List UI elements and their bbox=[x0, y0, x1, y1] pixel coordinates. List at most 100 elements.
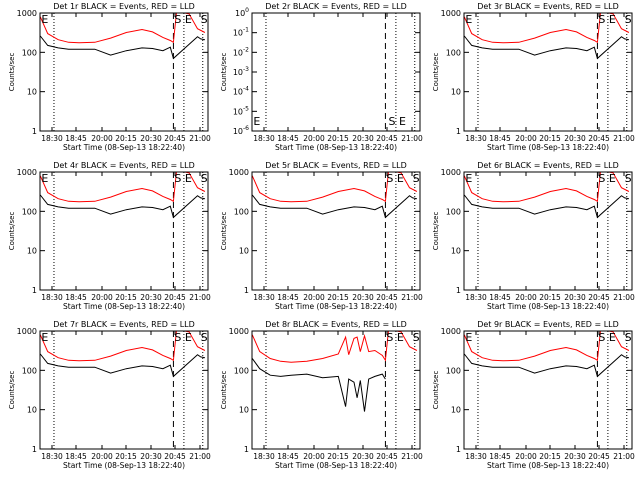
axes-frame bbox=[251, 12, 421, 132]
x-tick-label: 21:00 bbox=[401, 134, 423, 143]
marker-s-label: S bbox=[389, 115, 396, 128]
x-tick-label: 21:00 bbox=[401, 452, 423, 461]
y-axis-label: Counts/sec bbox=[432, 371, 440, 410]
x-tick-label: 18:45 bbox=[277, 452, 299, 461]
marker-e-label: E bbox=[609, 331, 616, 344]
marker-s-label: S bbox=[386, 331, 393, 344]
panel-title: Det 2r BLACK = Events, RED = LLD bbox=[265, 2, 407, 11]
y-tick-label: 1 bbox=[32, 445, 37, 454]
x-tick-label: 20:15 bbox=[327, 134, 349, 143]
x-tick-label: 20:15 bbox=[327, 452, 349, 461]
series-lld-line bbox=[464, 331, 630, 362]
marker-e-label: E bbox=[465, 172, 472, 185]
plot-area bbox=[252, 172, 418, 290]
panel-title: Det 4r BLACK = Events, RED = LLD bbox=[53, 161, 195, 170]
series-events-line bbox=[464, 194, 629, 219]
x-tick-label: 20:00 bbox=[515, 452, 537, 461]
x-tick-label: 20:45 bbox=[164, 293, 186, 302]
y-tick-label: 10-1 bbox=[233, 27, 249, 38]
marker-e-label: E bbox=[253, 115, 260, 128]
x-tick-label: 20:15 bbox=[115, 452, 137, 461]
y-tick-label: 100 bbox=[234, 366, 249, 375]
x-tick-label: 21:00 bbox=[613, 134, 635, 143]
y-tick-label: 10 bbox=[27, 247, 37, 256]
x-tick-label: 20:30 bbox=[140, 134, 162, 143]
y-tick-label: 10-2 bbox=[233, 46, 249, 57]
panel-title: Det 9r BLACK = Events, RED = LLD bbox=[477, 320, 619, 329]
marker-e-label: E bbox=[465, 331, 472, 344]
x-axis-label: Start Time (08-Sep-13 18:22:40) bbox=[487, 143, 609, 152]
x-tick-label: 18:30 bbox=[465, 452, 487, 461]
x-tick-label: 20:45 bbox=[376, 452, 398, 461]
axes-frame bbox=[39, 12, 209, 132]
x-tick-label: 20:45 bbox=[376, 134, 398, 143]
series-lld-line bbox=[252, 172, 418, 203]
series-events-line bbox=[252, 194, 417, 219]
y-tick-label: 1 bbox=[456, 445, 461, 454]
y-tick-label: 1 bbox=[244, 286, 249, 295]
plot-area bbox=[40, 172, 206, 290]
plot-area bbox=[40, 331, 206, 449]
x-tick-label: 20:45 bbox=[588, 134, 610, 143]
x-tick-label: 18:45 bbox=[489, 134, 511, 143]
marker-s-label: S bbox=[174, 13, 181, 26]
marker-s-label: S bbox=[174, 172, 181, 185]
y-tick-label: 10 bbox=[451, 406, 461, 415]
y-axis-label: Counts/sec bbox=[432, 212, 440, 251]
panel-det-7: Det 7r BLACK = Events, RED = LLD 1 10 100 10… bbox=[8, 320, 211, 470]
y-tick-label: 10 bbox=[239, 406, 249, 415]
x-axis-label: Start Time (08-Sep-13 18:22:40) bbox=[487, 461, 609, 470]
x-axis-label: Start Time (08-Sep-13 18:22:40) bbox=[275, 461, 397, 470]
axes-frame bbox=[463, 12, 633, 132]
plot-area bbox=[252, 331, 418, 449]
y-tick-label: 10 bbox=[451, 247, 461, 256]
x-tick-label: 20:00 bbox=[91, 134, 113, 143]
x-tick-label: 20:00 bbox=[515, 293, 537, 302]
x-tick-label: 20:15 bbox=[539, 452, 561, 461]
x-tick-label: 18:45 bbox=[277, 134, 299, 143]
series-events-line bbox=[40, 35, 205, 60]
marker-e-label: E bbox=[397, 331, 404, 344]
series-lld-line bbox=[252, 331, 418, 363]
x-tick-label: 20:00 bbox=[303, 293, 325, 302]
x-axis-label: Start Time (08-Sep-13 18:22:40) bbox=[487, 302, 609, 311]
x-tick-label: 18:45 bbox=[65, 452, 87, 461]
x-tick-label: 21:00 bbox=[189, 134, 211, 143]
x-tick-label: 18:45 bbox=[65, 134, 87, 143]
marker-s-label: S bbox=[386, 172, 393, 185]
y-axis-label: Counts/sec bbox=[220, 371, 228, 410]
x-tick-label: 18:30 bbox=[41, 452, 63, 461]
x-tick-label: 20:45 bbox=[376, 293, 398, 302]
panel-det-6: Det 6r BLACK = Events, RED = LLD 1 10 100 10… bbox=[432, 161, 635, 311]
x-tick-label: 20:30 bbox=[140, 293, 162, 302]
y-tick-label: 1000 bbox=[17, 327, 37, 336]
marker-s-label: S bbox=[598, 331, 605, 344]
x-axis-label: Start Time (08-Sep-13 18:22:40) bbox=[275, 143, 397, 152]
marker-s-label: S bbox=[413, 172, 420, 185]
marker-e-label: E bbox=[397, 172, 404, 185]
x-tick-label: 18:30 bbox=[253, 452, 275, 461]
axes-frame bbox=[251, 171, 421, 291]
x-tick-label: 20:00 bbox=[515, 134, 537, 143]
marker-s-label: S bbox=[201, 172, 208, 185]
series-lld-line bbox=[464, 172, 630, 203]
y-tick-label: 10-4 bbox=[233, 86, 249, 97]
x-tick-label: 20:15 bbox=[539, 293, 561, 302]
marker-s-label: S bbox=[598, 172, 605, 185]
y-tick-label: 1 bbox=[32, 127, 37, 136]
panel-det-2: Det 2r BLACK = Events, RED = LLD 10-6 10-5… bbox=[220, 2, 423, 152]
y-tick-label: 10-6 bbox=[233, 125, 249, 136]
x-tick-label: 20:15 bbox=[115, 134, 137, 143]
y-tick-label: 10 bbox=[27, 88, 37, 97]
marker-e-label: E bbox=[185, 172, 192, 185]
x-tick-label: 18:45 bbox=[277, 293, 299, 302]
marker-e-label: E bbox=[185, 331, 192, 344]
marker-e-label: E bbox=[609, 172, 616, 185]
x-tick-label: 18:30 bbox=[253, 134, 275, 143]
y-tick-label: 100 bbox=[446, 366, 461, 375]
y-tick-label: 100 bbox=[22, 366, 37, 375]
x-tick-label: 20:45 bbox=[588, 293, 610, 302]
y-axis-label: Counts/sec bbox=[8, 371, 16, 410]
y-axis-label: Counts/sec bbox=[8, 212, 16, 251]
